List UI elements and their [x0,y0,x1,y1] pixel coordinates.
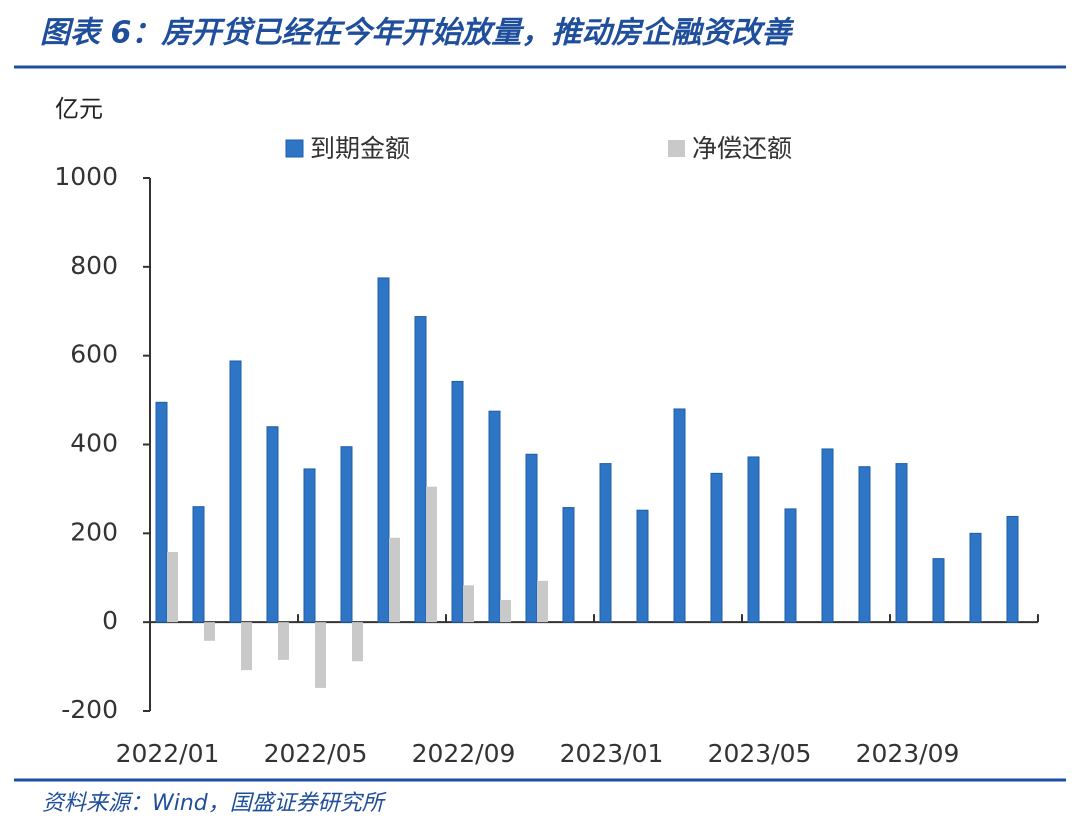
bar [167,551,178,623]
y-tick-label: 600 [70,340,118,369]
bar [155,401,168,623]
bar [969,532,982,623]
y-tick-label: -200 [61,695,118,724]
bar [315,622,326,688]
bar [784,508,797,623]
bar [858,466,871,623]
legend-swatch [668,140,685,157]
x-tick-label: 2022/01 [116,739,220,768]
bar [241,622,252,671]
y-tick-label: 800 [70,251,118,280]
bar [463,585,474,623]
bar [562,507,575,623]
bar [204,622,215,641]
bar [377,277,390,623]
bar [352,622,363,662]
bar [932,558,945,623]
bar [414,316,427,623]
chart-title: 图表 6：房开贷已经在今年开始放量，推动房企融资改善 [40,16,794,51]
bar [229,360,242,623]
x-tick-label: 2023/05 [708,739,812,768]
bar [426,486,437,623]
bar [303,468,316,623]
bar [1006,515,1019,623]
bar [278,622,289,660]
bar [821,448,834,623]
bar [895,463,908,623]
x-tick-label: 2023/01 [560,739,664,768]
bar [525,453,538,623]
bar [636,509,649,623]
bar [389,537,400,623]
y-unit: 亿元 [55,95,103,123]
bar [488,410,501,623]
x-tick-label: 2023/09 [856,739,960,768]
y-tick-label: 1000 [54,162,118,191]
bar [192,506,205,623]
bar [340,446,353,623]
source: 资料来源：Wind，国盛证券研究所 [42,791,387,816]
y-tick-label: 0 [102,606,118,635]
bar [266,426,279,623]
legend-label: 净偿还额 [692,134,792,163]
y-tick-label: 400 [70,429,118,458]
bar [747,456,760,623]
legend-swatch [285,139,304,158]
y-tick-label: 200 [70,517,118,546]
legend-label: 到期金额 [310,134,410,163]
x-tick-label: 2022/09 [412,739,516,768]
bar [710,472,723,623]
bar [500,599,511,623]
x-tick-label: 2022/05 [264,739,368,768]
bar [451,380,464,623]
bar [599,463,612,623]
bar [673,408,686,623]
bar [537,580,548,623]
